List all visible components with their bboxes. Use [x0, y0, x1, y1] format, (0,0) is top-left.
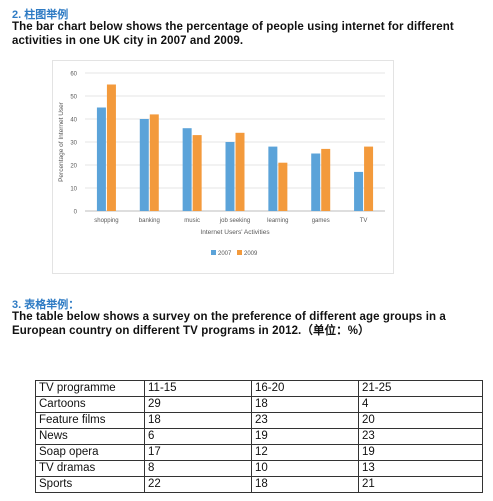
y-axis-label: Percentage of Internet User [58, 101, 65, 182]
table-cell: 18 [144, 412, 252, 429]
y-tick-label: 50 [70, 95, 77, 101]
table-cell: 22 [144, 476, 252, 493]
table-row: TV dramas 8 10 13 [35, 460, 483, 477]
bar-2007 [225, 142, 235, 211]
x-tick-label: learning [267, 218, 288, 224]
bar-2009 [106, 84, 116, 211]
y-tick-label: 60 [70, 72, 77, 78]
table-header-row: TV programme 11-15 16-20 21-25 [35, 380, 483, 397]
table-cell: Feature films [35, 412, 145, 429]
table-body: Cartoons 29 18 4 Feature films 18 23 20 … [35, 396, 483, 493]
table-cell: 6 [144, 428, 252, 445]
table-cell: 17 [144, 444, 252, 461]
x-tick-label: music [184, 218, 200, 224]
bar-2009 [364, 146, 374, 211]
bar-chart-description: The bar chart below shows the percentage… [12, 21, 454, 47]
legend-label: 2007 [218, 251, 232, 257]
table-cell: 23 [358, 428, 483, 445]
table-cell: Cartoons [35, 396, 145, 413]
bar-chart: 0 10 20 30 40 50 60 Percentage of Internet User… [52, 60, 394, 274]
table-cell: 4 [358, 396, 483, 413]
bar-2009 [192, 135, 202, 211]
table-row: News 6 19 23 [35, 428, 483, 445]
legend-label: 2009 [244, 251, 258, 257]
x-tick-label: banking [139, 218, 160, 224]
table-cell: 13 [358, 460, 483, 477]
table-cell: 29 [144, 396, 252, 413]
y-tick-label: 30 [70, 141, 77, 147]
section-2-heading: 2. 柱图举例 [12, 9, 69, 21]
bar-2009 [235, 132, 245, 211]
bar-chart-svg: 0 10 20 30 40 50 60 Percentage of Internet User… [58, 72, 385, 257]
bar-2009 [149, 114, 159, 211]
x-tick-label: games [312, 218, 330, 224]
bar-2007 [139, 119, 149, 211]
y-tick-label: 10 [70, 187, 77, 193]
header-cell: 16-20 [251, 380, 359, 397]
table-cell: 19 [251, 428, 359, 445]
x-tick-label: TV [360, 218, 368, 224]
table-cell: 10 [251, 460, 359, 477]
table-cell: Soap opera [35, 444, 145, 461]
table-row: Soap opera 17 12 19 [35, 444, 483, 461]
table-row: Cartoons 29 18 4 [35, 396, 483, 413]
legend-swatch-2009 [237, 250, 242, 255]
tv-preference-table: TV programme 11-15 16-20 21-25 Cartoons … [35, 380, 483, 493]
table-cell: 8 [144, 460, 252, 477]
table-cell: TV dramas [35, 460, 145, 477]
table-cell: News [35, 428, 145, 445]
header-cell: 21-25 [358, 380, 483, 397]
table-cell: 12 [251, 444, 359, 461]
y-tick-label: 40 [70, 118, 77, 124]
legend-swatch-2007 [211, 250, 216, 255]
table-cell: 18 [251, 396, 359, 413]
bar-2007 [96, 107, 106, 211]
table-cell: Sports [35, 476, 145, 493]
x-axis-label: Internet Users' Activities [200, 229, 270, 236]
bar-2007 [268, 146, 278, 211]
bar-2007 [182, 128, 192, 211]
table-description: The table below shows a survey on the pr… [12, 311, 446, 337]
x-tick-label: job seeking [219, 218, 250, 224]
header-cell: TV programme [35, 380, 145, 397]
table-cell: 18 [251, 476, 359, 493]
table-cell: 23 [251, 412, 359, 429]
y-tick-label: 0 [74, 210, 78, 216]
header-cell: 11-15 [144, 380, 252, 397]
table-row: Feature films 18 23 20 [35, 412, 483, 429]
table-row: Sports 22 18 21 [35, 476, 483, 493]
bar-2009 [321, 148, 331, 211]
section-3-heading: 3. 表格举例： [12, 299, 80, 311]
bar-2007 [311, 153, 321, 211]
table-cell: 21 [358, 476, 483, 493]
bar-2007 [354, 171, 364, 211]
x-tick-label: shopping [94, 218, 118, 224]
table-cell: 19 [358, 444, 483, 461]
y-tick-label: 20 [70, 164, 77, 170]
table-cell: 20 [358, 412, 483, 429]
table-header: TV programme 11-15 16-20 21-25 [35, 380, 483, 397]
bar-2009 [278, 162, 288, 211]
